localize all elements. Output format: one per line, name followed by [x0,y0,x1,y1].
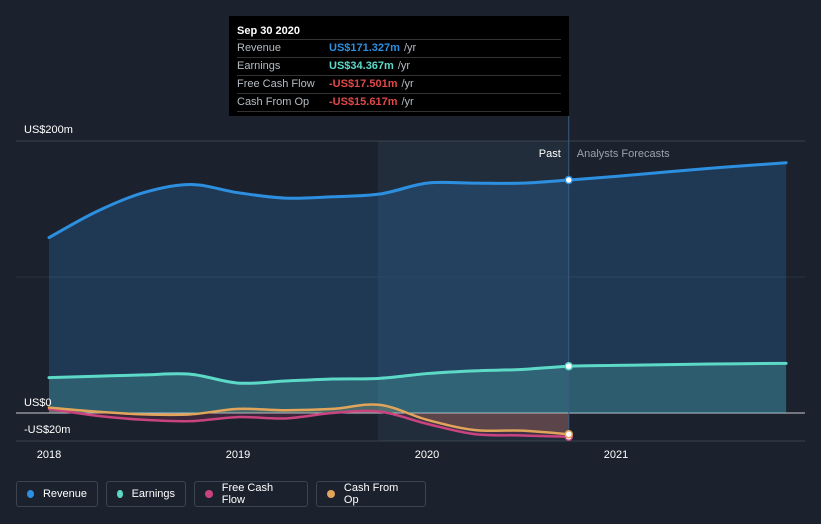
legend-revenue[interactable]: Revenue [16,481,98,507]
tooltip-row-label: Cash From Op [237,96,310,108]
legend-free-cash-flow[interactable]: Free Cash Flow [194,481,308,507]
legend-label: Revenue [42,488,87,500]
revenue-marker [564,175,573,185]
y-tick-label: US$0 [24,397,52,409]
past-label: Past [539,148,561,160]
y-tick-label: -US$20m [24,424,70,436]
free-cash-flow-line [47,407,570,439]
revenue-area [49,162,787,413]
tooltip-row-unit: /yr [401,96,414,108]
tooltip-row-label: Earnings [237,60,281,72]
cash-from-op-marker [564,429,573,439]
tooltip-date: Sep 30 2020 [237,25,300,37]
x-tick-label: 2021 [604,449,628,461]
data-tooltip: Sep 30 2020 Revenue US$171.327m/yr Earning… [229,16,569,116]
tooltip-row-value: -US$15.617m [329,96,398,108]
x-tick-label: 2018 [37,449,61,461]
chart-canvas: US$200m US$0 -US$20m 2018 2019 2020 2021 Past… [16,116,805,461]
series-areas [49,162,787,437]
legend-dot-icon [327,490,335,498]
legend-label: Free Cash Flow [221,482,274,506]
cash-from-op-line [47,403,570,436]
tooltip-bottom-rule [237,111,561,112]
y-axis-labels: US$200m US$0 -US$20m [24,124,73,436]
tooltip-row-value: -US$17.501m [329,78,398,90]
tooltip-row-value: US$34.367m [329,60,394,72]
earnings-area [49,363,787,413]
earnings-marker [564,361,573,371]
tooltip-row-unit: /yr [403,42,417,54]
legend-label: Cash From Op [343,482,399,506]
legend-label: Earnings [131,488,175,500]
tooltip-row-cash-from-op: Cash From Op -US$15.617m/yr [237,93,561,111]
legend-dot-icon [205,490,213,498]
tooltip-row-revenue: Revenue US$171.327m/yr [237,39,561,57]
earnings-line [47,361,788,385]
legend-earnings[interactable]: Earnings [106,481,186,507]
tooltip-row-unit: /yr [401,78,414,90]
x-tick-label: 2020 [415,449,439,461]
legend-dot-icon [27,490,34,498]
x-tick-label: 2019 [226,449,250,461]
tooltip-row-unit: /yr [397,60,411,72]
y-tick-label: US$200m [24,124,73,136]
tooltip-rows: Revenue US$171.327m/yr Earnings US$34.367m /… [237,39,561,112]
past-region-highlight [378,141,569,441]
chart-legend: Revenue Earnings Free Cash Flow Cash From O… [16,481,434,507]
x-axis-labels: 2018 2019 2020 2021 [37,449,628,461]
tooltip-row-label: Revenue [237,42,282,54]
series-dots [564,175,573,442]
tooltip-row-label: Free Cash Flow [237,78,315,90]
tooltip-row-free-cash-flow: Free Cash Flow -US$17.501m/yr [237,75,561,93]
revenue-line [47,161,788,240]
tooltip-row-value: US$171.327m [329,42,400,54]
tooltip-row-earnings: Earnings US$34.367m/yr [237,57,561,75]
legend-dot-icon [117,490,123,498]
analysts-forecasts-label: Analysts Forecasts [577,148,670,160]
series-lines [47,161,788,439]
legend-cash-from-op[interactable]: Cash From Op [316,481,426,507]
